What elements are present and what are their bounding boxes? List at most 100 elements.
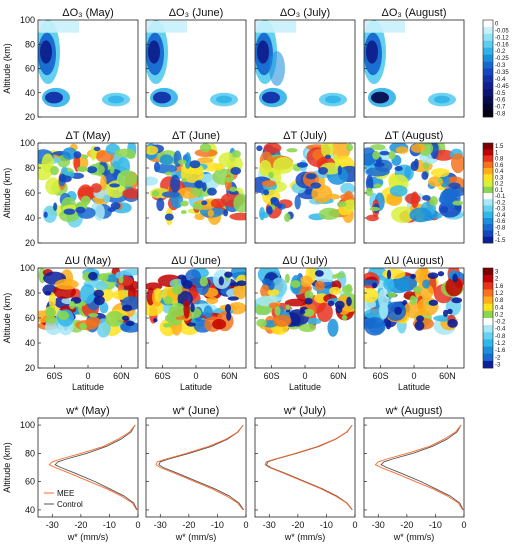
panel-title: ΔT (July): [283, 130, 327, 142]
contour-band: [256, 21, 296, 33]
colorbar-label: 1.5: [495, 144, 504, 150]
contour-blob: [365, 187, 373, 197]
contour-blob: [45, 177, 61, 195]
y-tick-label: 100: [20, 420, 35, 430]
contour-blob: [318, 207, 340, 220]
x-axis-label: Latitude: [180, 382, 212, 392]
contour-blob: [371, 91, 389, 104]
contour-blob: [412, 286, 423, 293]
panel-w-3: w* (August) -30 -20 -10 0 w* (mm/s): [363, 405, 467, 542]
contour-blob: [410, 161, 419, 172]
series-line-mee: [374, 424, 463, 511]
series-line-control: [265, 424, 353, 511]
colorbar-swatch: [483, 143, 493, 150]
contour-blob: [452, 273, 458, 283]
panel-title: ΔO₃ (July): [280, 7, 330, 19]
panel-w-1: w* (June) -30 -20 -10 0 w* (mm/s): [145, 405, 249, 542]
contour-blob: [321, 143, 334, 158]
colorbar-label: -1.6: [495, 348, 506, 354]
colorbar-label: -0.35: [495, 70, 509, 76]
y-tick-label: 60: [25, 477, 35, 487]
contour-blob: [314, 270, 324, 277]
colorbar-label: -0.7: [495, 105, 506, 111]
y-tick-label: 40: [25, 213, 35, 223]
contour-blob: [273, 157, 294, 174]
colorbar-label: -0.8: [495, 112, 506, 118]
contour-blob: [268, 171, 274, 179]
contour-blob: [305, 173, 317, 180]
x-tick-label: -10: [103, 520, 116, 530]
series-line-mee: [155, 424, 244, 511]
x-tick-label: -20: [182, 520, 195, 530]
colorbar-label: 1.6: [495, 284, 504, 290]
x-tick-label: -20: [291, 520, 304, 530]
x-axis-label: w* (mm/s): [67, 532, 109, 542]
contour-blob: [327, 300, 335, 307]
panel-o3-3: ΔO₃ (August): [363, 7, 465, 118]
panel-o3-0: ΔO₃ (May) 20 40 60 80 100: [20, 7, 139, 122]
panel-title: w* (June): [172, 405, 219, 417]
contour-blob: [448, 182, 461, 190]
contour-blob: [437, 271, 445, 277]
x-tick-label: -10: [429, 520, 442, 530]
colorbar-label: -0.16: [495, 42, 509, 48]
x-tick-label: 60N: [439, 371, 456, 381]
x-axis-label: w* (mm/s): [175, 532, 217, 542]
colorbar-swatch: [483, 96, 493, 104]
colorbar-label: -0.3: [495, 63, 506, 69]
contour-blob: [389, 185, 408, 197]
contour-blob: [439, 174, 450, 188]
contour-blob: [40, 40, 52, 64]
contour-blob: [409, 295, 417, 306]
contour-blob: [340, 182, 355, 195]
colorbar-swatch: [483, 310, 493, 319]
contour-blob: [168, 302, 186, 318]
colorbar-swatch: [483, 149, 493, 156]
contour-blob: [212, 318, 227, 330]
contour-blob: [342, 199, 355, 212]
contour-blob: [100, 175, 107, 191]
panel-frame: [37, 417, 139, 518]
colorbar-frame: [482, 19, 494, 118]
panel-title: ΔO₃ (May): [62, 7, 114, 19]
contour-blob: [229, 186, 237, 192]
colorbar-label: -0.6: [495, 219, 506, 225]
field: [364, 143, 464, 224]
contour-blob: [125, 153, 136, 159]
contour-blob: [227, 296, 239, 301]
contour-blob: [311, 184, 333, 204]
contour-blob: [369, 206, 380, 212]
y-axis-label: Altitude (km): [2, 168, 12, 219]
contour-blob: [327, 318, 339, 337]
x-tick-label: 0: [243, 520, 248, 530]
x-tick-label: 0: [411, 371, 416, 381]
y-axis-label: Altitude (km): [2, 293, 12, 344]
colorbar-swatch: [483, 205, 493, 213]
contour-blob: [177, 159, 187, 165]
contour-blob: [267, 288, 280, 296]
contour-blob: [192, 203, 203, 210]
x-tick-label: -30: [263, 520, 276, 530]
contour-blob: [93, 289, 105, 298]
colorbar-label: 0.2: [495, 312, 504, 318]
series-line-control: [158, 424, 245, 511]
colorbar-label: 2: [495, 277, 499, 283]
y-axis-label: Altitude (km): [2, 43, 12, 94]
contour-blob: [229, 212, 246, 221]
contour-blob: [43, 211, 48, 218]
contour-blob: [223, 209, 229, 217]
field: [255, 143, 355, 224]
contour-blob: [346, 296, 352, 307]
colorbar-label: -0.8: [495, 225, 506, 231]
contour-blob: [88, 272, 98, 281]
series-line-mee: [48, 424, 137, 511]
contour-blob: [194, 180, 204, 189]
colorbar-label: 1.2: [495, 291, 504, 297]
y-tick-label: 80: [25, 288, 35, 298]
contour-blob: [416, 315, 425, 322]
contour-blob: [164, 314, 177, 323]
contour-blob: [226, 311, 232, 321]
contour-blob: [346, 143, 353, 152]
colorbar-swatch: [483, 211, 493, 219]
